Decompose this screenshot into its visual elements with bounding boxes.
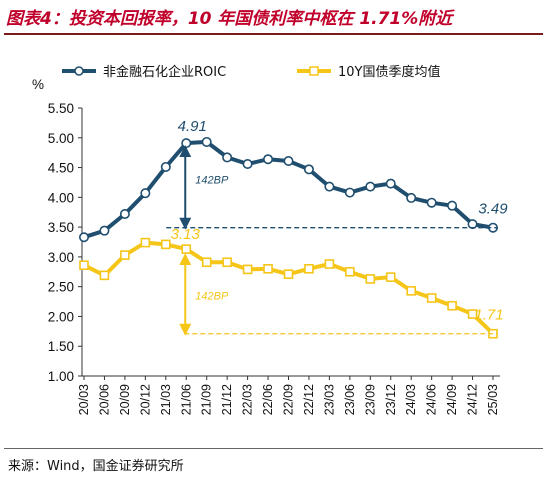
x-tick-label: 24/06 [425,384,439,415]
x-tick-label: 20/09 [118,384,132,415]
line-chart: 非金融石化企业ROIC 10Y国债季度均值 % 1.00 1.50 2.00 2.50… [32,64,508,415]
data-point-bond [79,260,89,271]
y-tick-label: 4.50 [48,161,74,176]
x-tick-label: 22/09 [282,384,296,415]
x-tick-label: 25/03 [486,384,500,415]
data-point-roic [160,161,171,172]
x-tick-label: 21/12 [220,384,234,415]
legend-label-bond: 10Y国债季度均值 [338,64,440,80]
data-point-roic [324,181,335,192]
x-tick-label: 23/12 [384,384,398,415]
x-tick-label: 21/09 [200,384,214,415]
legend: 非金融石化企业ROIC 10Y国债季度均值 [62,64,440,80]
data-point-roic [79,232,90,243]
annotation-roic_end_label: 3.49 [478,201,508,218]
data-point-bond [181,244,192,254]
y-tick-label: 5.00 [48,131,74,146]
data-point-roic [447,200,458,211]
legend-marker-bond [309,66,319,76]
data-point-roic [242,158,253,169]
x-tick-label: 22/06 [261,384,275,415]
data-point-bond [365,274,376,284]
legend-label-roic: 非金融石化企业ROIC [103,64,226,80]
data-point-bond [263,263,273,274]
data-point-roic [303,164,314,175]
x-tick-label: 22/12 [302,384,316,415]
data-point-bond [324,259,335,269]
annotations: 4.91 3.49 3.13 1.71 142BP 142BP [166,118,508,336]
data-point-roic [344,187,355,198]
y-tick-label: 4.00 [48,190,74,205]
annotation-gap1_label: 142BP [195,174,229,186]
data-point-roic [99,225,110,236]
data-point-roic [365,181,376,192]
y-tick-label: 2.00 [48,309,74,324]
annotation-bond_end_label: 1.71 [474,307,503,324]
data-point-roic [263,154,274,165]
data-point-bond [467,309,478,319]
axes: 1.00 1.50 2.00 2.50 3.00 3.50 4.00 4.50 5.00 5.50… [48,101,500,415]
source-note: 来源：Wind，国金证券研究所 [8,459,184,474]
annotation-bond_peak_label: 3.13 [171,226,201,243]
x-tick-label: 24/03 [404,384,418,415]
x-tick-label: 24/12 [466,384,480,415]
annotation-gap2_label: 142BP [195,291,229,303]
page-title: 图表4：投资本回报率，10 年国债利率中枢在 1.71%附近 [6,9,453,29]
y-tick-label: 3.00 [48,250,74,265]
x-tick-label: 20/06 [97,384,111,415]
data-point-bond [99,270,110,281]
x-tick-label: 23/06 [343,384,357,415]
x-tick-label: 21/03 [159,384,173,415]
x-tick-label: 23/03 [322,384,336,415]
series-layer [79,136,498,339]
data-point-roic [201,136,212,147]
x-tick-label: 20/03 [77,384,91,415]
data-point-bond [242,264,253,275]
x-tick-label: 23/09 [363,384,377,415]
y-tick-label: 1.50 [48,339,74,354]
data-point-bond [222,257,232,268]
data-point-roic [426,197,437,208]
data-point-bond [304,263,314,274]
data-point-bond [406,286,417,296]
data-point-bond [385,272,396,282]
y-tick-label: 3.50 [48,220,74,235]
y-tick-label: 1.00 [48,369,74,384]
legend-marker-roic [74,66,84,76]
data-point-bond [120,250,130,260]
x-tick-label: 21/06 [179,384,193,415]
data-point-roic [119,209,130,220]
data-point-roic [385,178,396,189]
data-point-bond [161,239,171,250]
data-point-bond [345,266,355,277]
x-tick-label: 22/03 [241,384,255,415]
footer-divider [4,448,543,449]
data-point-roic [406,192,417,203]
data-point-roic [222,152,233,163]
y-tick-label: 5.50 [48,101,74,116]
y-tick-label: 2.50 [48,280,74,295]
title-divider [4,33,543,35]
x-tick-label: 20/12 [138,384,152,415]
data-point-roic [140,188,151,199]
data-point-bond [426,293,437,303]
series-line-1 [83,240,495,336]
data-point-roic [283,156,294,167]
data-point-bond [447,300,457,311]
data-point-bond [283,269,294,279]
data-point-bond [140,237,151,248]
data-point-bond [201,257,212,268]
annotation-peak_label: 4.91 [178,118,207,135]
y-axis-unit: % [32,77,44,92]
data-point-roic [181,138,192,149]
x-tick-label: 24/09 [445,384,459,415]
